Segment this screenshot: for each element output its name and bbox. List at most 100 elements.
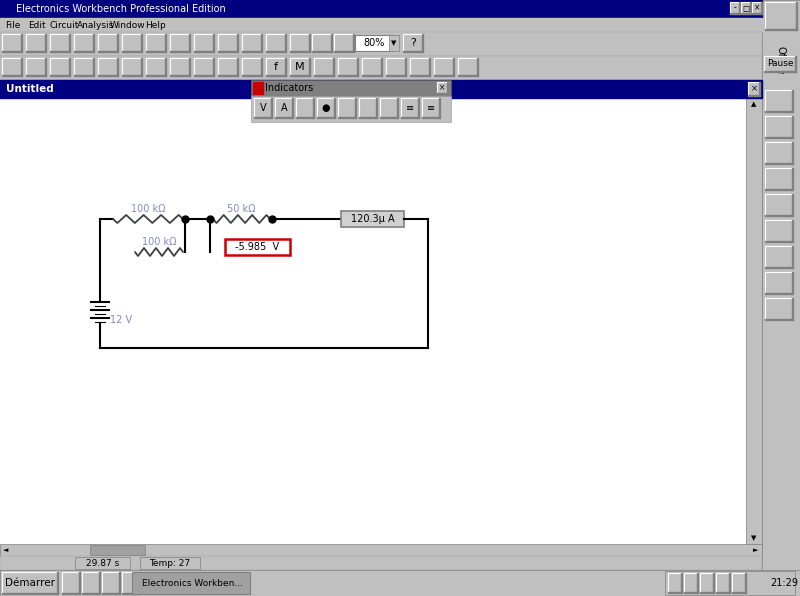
Bar	[401, 98, 419, 118]
Bar	[331, 34, 332, 52]
Bar	[251, 80, 451, 96]
Bar	[397, 98, 398, 118]
Text: Pause: Pause	[766, 60, 794, 69]
Bar	[353, 34, 354, 52]
Bar	[82, 593, 100, 594]
Bar	[381, 58, 382, 76]
Bar	[119, 572, 120, 594]
Bar	[242, 51, 262, 52]
Bar	[796, 2, 797, 30]
Bar	[458, 58, 478, 76]
Text: Office: Office	[776, 46, 786, 74]
Bar	[218, 58, 238, 76]
Bar	[189, 58, 190, 76]
Text: ●: ●	[322, 103, 330, 113]
Bar	[285, 34, 286, 52]
Bar	[700, 573, 714, 593]
Bar	[290, 75, 310, 76]
Bar	[386, 58, 406, 76]
Bar	[261, 34, 262, 52]
Bar	[750, 2, 751, 14]
Bar	[0, 556, 762, 570]
Text: 120.3μ A: 120.3μ A	[350, 214, 394, 224]
Bar	[792, 298, 793, 320]
Bar	[795, 56, 796, 72]
Bar	[98, 34, 118, 52]
Bar	[45, 34, 46, 52]
Bar	[275, 117, 293, 118]
Bar	[2, 572, 58, 594]
Bar	[0, 80, 762, 98]
Bar	[668, 573, 682, 593]
Bar	[2, 34, 22, 52]
Text: ×: ×	[750, 85, 758, 94]
Bar	[165, 34, 166, 52]
Text: V: V	[260, 103, 266, 113]
Bar	[792, 246, 793, 268]
Bar	[745, 573, 746, 593]
Bar	[716, 573, 730, 593]
Bar	[0, 32, 762, 56]
Text: □: □	[742, 4, 750, 13]
Bar	[792, 272, 793, 294]
Text: ▼: ▼	[391, 40, 397, 46]
Bar	[2, 58, 22, 76]
Bar	[477, 58, 478, 76]
Bar	[290, 58, 310, 76]
Bar	[765, 194, 793, 216]
Bar	[792, 116, 793, 138]
Bar	[266, 58, 286, 76]
Bar	[684, 573, 698, 593]
Bar	[341, 211, 404, 227]
Bar	[309, 58, 310, 76]
Bar	[765, 2, 797, 30]
Bar	[684, 592, 698, 593]
Bar	[317, 117, 335, 118]
Bar	[74, 51, 94, 52]
Bar	[410, 58, 430, 76]
Bar	[338, 98, 356, 118]
Bar	[741, 2, 751, 14]
Bar	[165, 58, 166, 76]
Bar	[437, 82, 448, 94]
Bar	[50, 75, 70, 76]
Bar	[290, 58, 310, 76]
Bar	[139, 572, 140, 594]
Bar	[748, 95, 760, 96]
Bar	[50, 34, 70, 52]
Bar	[792, 142, 793, 164]
Bar	[422, 34, 423, 52]
Bar	[764, 56, 796, 72]
Bar	[447, 82, 448, 94]
Bar	[50, 51, 70, 52]
Bar	[376, 98, 377, 118]
Bar	[334, 51, 354, 52]
Text: ≡: ≡	[406, 103, 414, 113]
Bar	[93, 34, 94, 52]
Bar	[668, 592, 682, 593]
Bar	[752, 13, 762, 14]
Bar	[739, 2, 740, 14]
Bar	[296, 98, 314, 118]
Bar	[194, 34, 214, 52]
Bar	[355, 98, 356, 118]
Bar	[0, 570, 800, 596]
Bar	[362, 58, 382, 76]
Bar	[765, 267, 793, 268]
Bar	[62, 593, 80, 594]
Text: Circuit: Circuit	[50, 20, 79, 29]
Text: f: f	[274, 62, 278, 72]
Bar	[792, 194, 793, 216]
Bar	[102, 593, 120, 594]
Bar	[261, 58, 262, 76]
Bar	[732, 573, 746, 593]
Bar	[26, 75, 46, 76]
Bar	[242, 75, 262, 76]
Bar	[266, 58, 286, 76]
Bar	[700, 592, 714, 593]
Bar	[50, 58, 70, 76]
Text: Electronics Workbench Professional Edition: Electronics Workbench Professional Editi…	[16, 4, 226, 14]
Bar	[296, 117, 314, 118]
Bar	[194, 51, 214, 52]
Bar	[761, 2, 762, 14]
